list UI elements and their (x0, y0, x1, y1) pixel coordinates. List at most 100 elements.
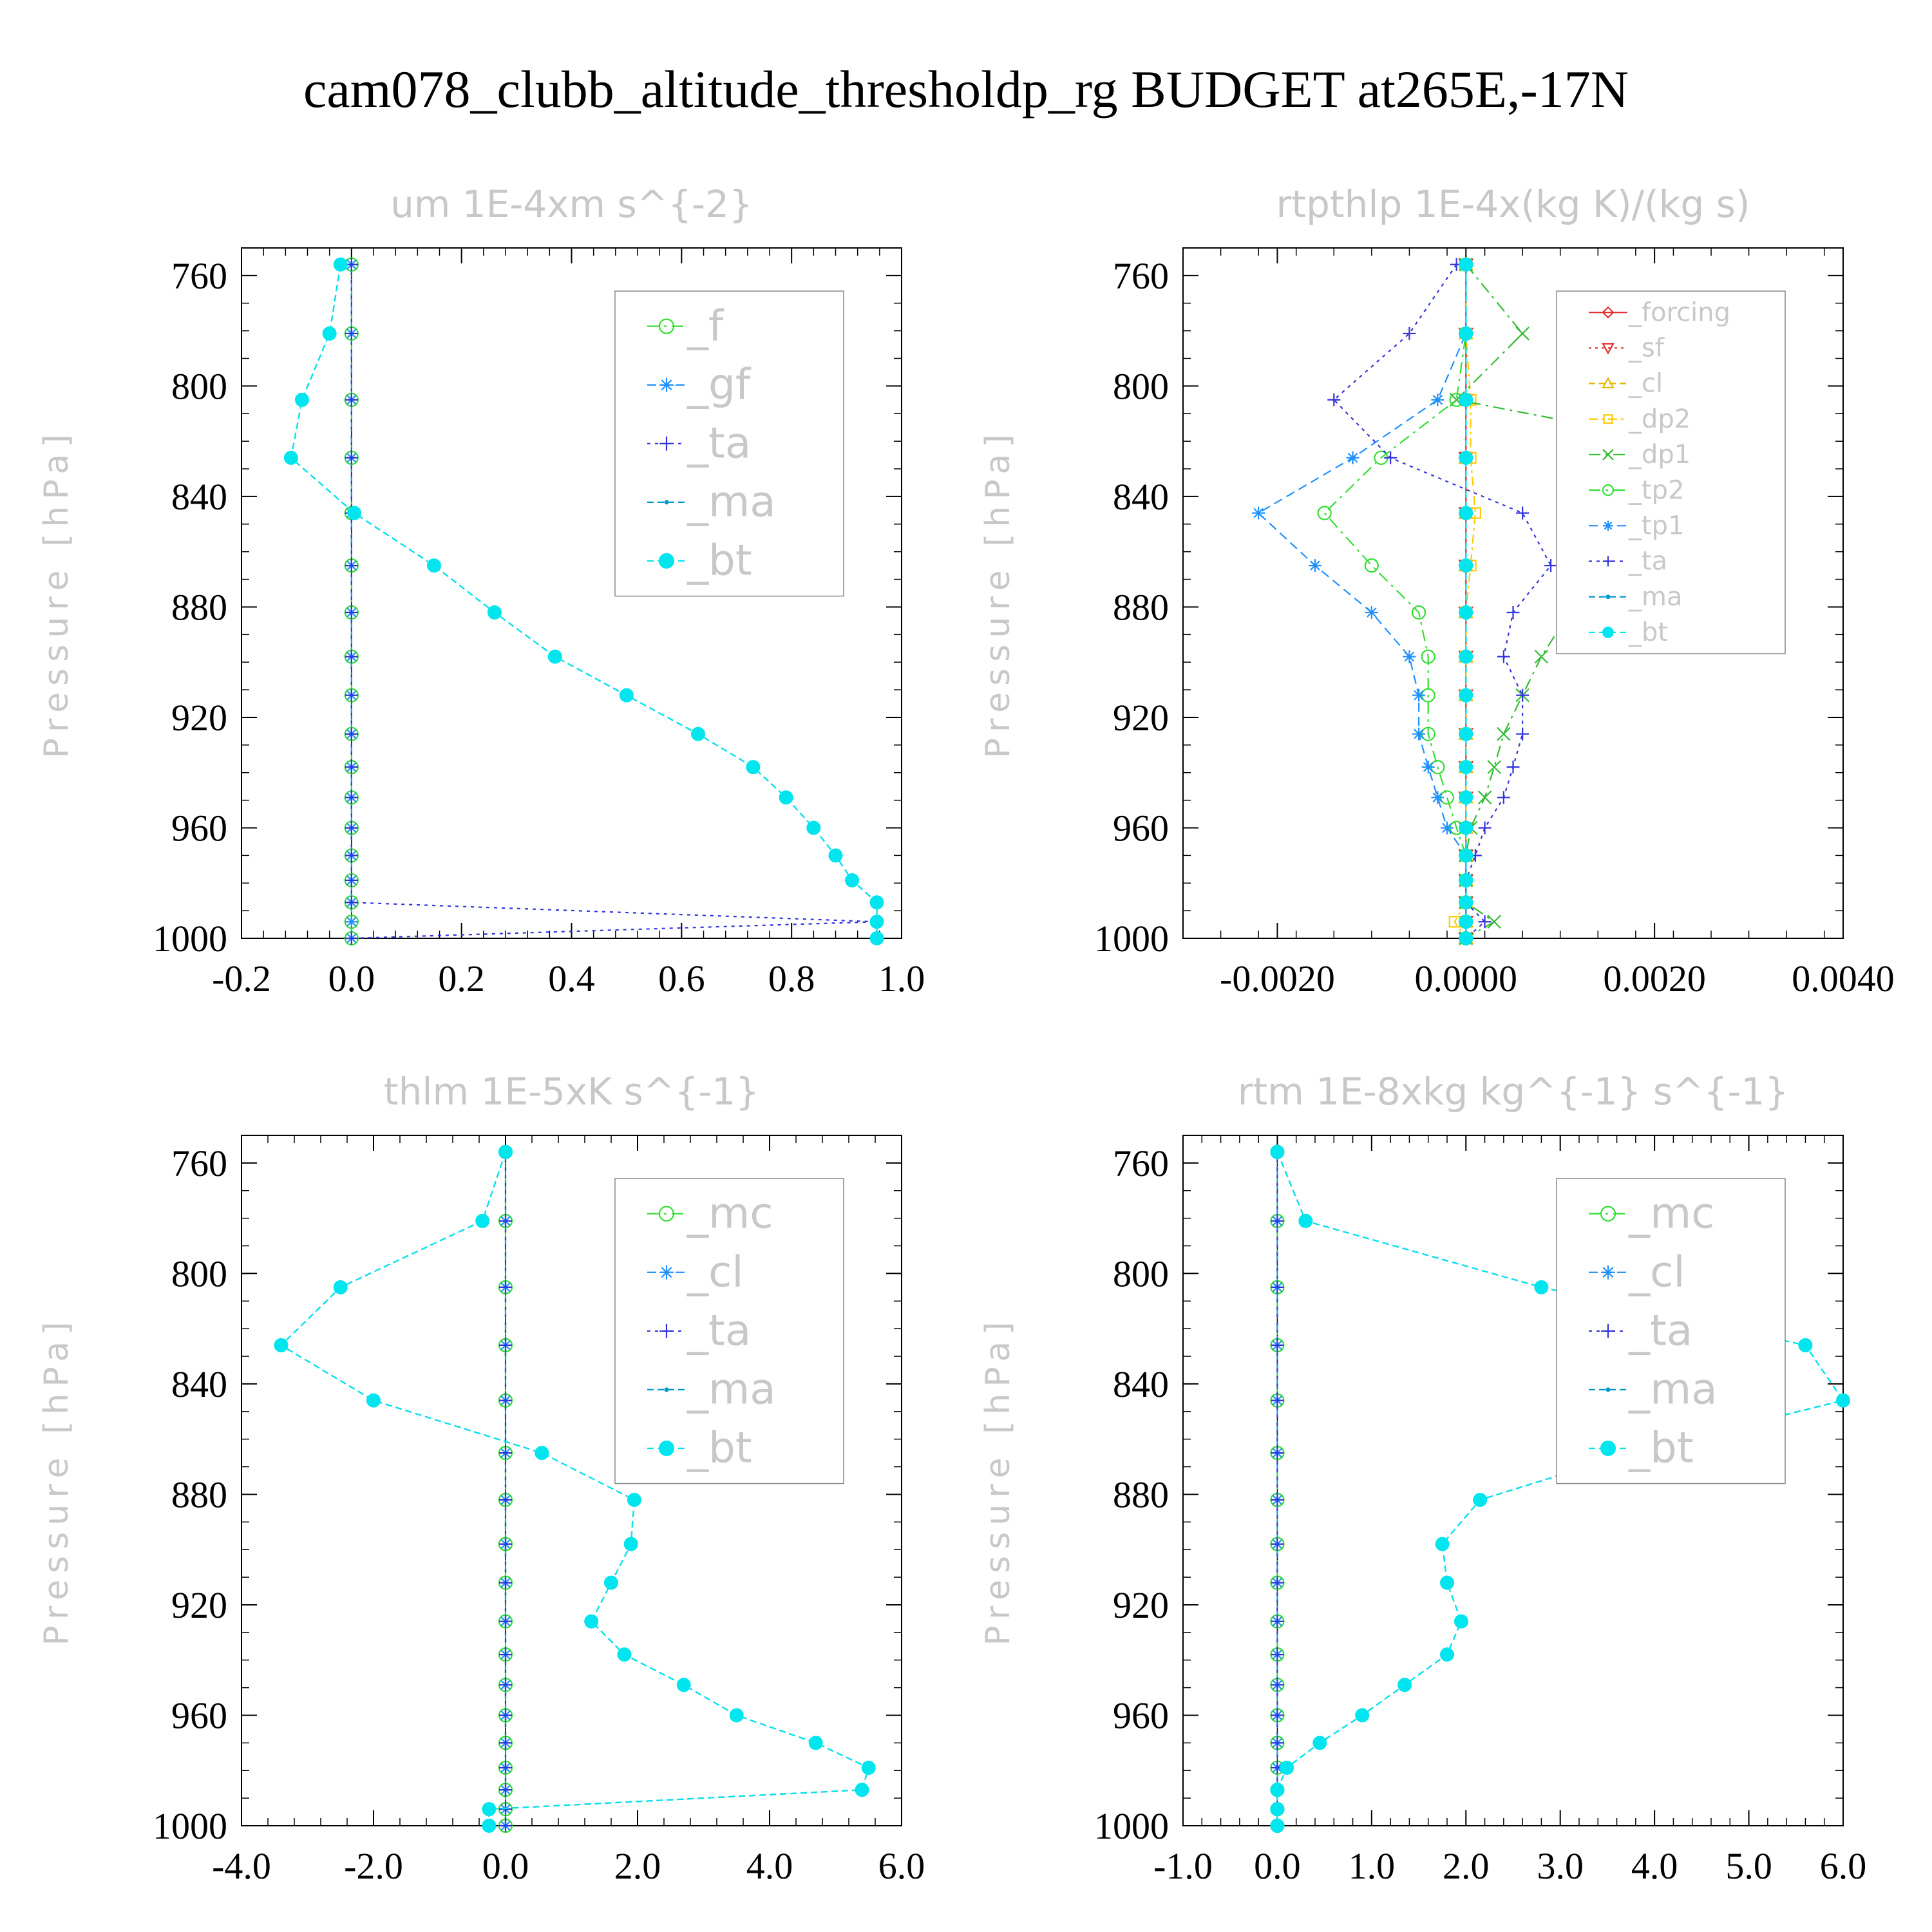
series-ta (1327, 258, 1558, 945)
legend-label: _ma (687, 1365, 776, 1414)
legend-entry: _bt (647, 536, 752, 585)
y-tick-label: 960 (1113, 1694, 1169, 1736)
data-point (1327, 393, 1341, 406)
legend-marker (1600, 1206, 1616, 1222)
legend-marker (1603, 520, 1613, 531)
x-tick-label: 0.0020 (1603, 958, 1706, 999)
legend-label: _ma (687, 477, 776, 527)
data-point (1271, 1394, 1284, 1407)
data-point (779, 790, 793, 805)
data-point (345, 873, 358, 887)
x-tick-label: 0.0 (328, 958, 375, 999)
data-point (1516, 688, 1530, 702)
legend: _mc _cl _ta _ma _bt (1556, 1178, 1786, 1484)
data-point (1270, 1144, 1285, 1159)
series-line (1332, 264, 1552, 939)
legend-marker (659, 377, 674, 392)
data-point (1459, 649, 1473, 664)
data-point (1271, 1709, 1284, 1722)
legend-box (1556, 1178, 1786, 1484)
legend-label: _bt (1628, 618, 1668, 647)
data-point (1440, 1647, 1454, 1662)
series-line (290, 264, 878, 938)
data-point (487, 605, 502, 620)
legend-label: _forcing (1628, 298, 1730, 327)
y-tick-label: 800 (1113, 1253, 1169, 1294)
legend-label: _ta (687, 1306, 751, 1356)
legend-entry: _f (647, 301, 724, 350)
plot-frame (1182, 247, 1844, 939)
data-point (1271, 1678, 1284, 1692)
data-point (1440, 1575, 1454, 1590)
series-bt (1459, 257, 1473, 945)
panel-title: thlm 1E-5xK s^{-1} (384, 1070, 759, 1113)
y-tick-label: 1000 (1094, 1805, 1169, 1847)
y-tick-label: 1000 (153, 918, 227, 960)
data-point (499, 1280, 512, 1294)
y-tick-label: 920 (1113, 1584, 1169, 1626)
y-tick-label: 920 (171, 1584, 227, 1626)
plot-frame (1182, 1135, 1844, 1826)
panel-thlm: thlm 1E-5xK s^{-1} Pressure [hPa] -4.0 -2.0… (37, 1070, 925, 1887)
x-tick-label: 5.0 (1725, 1845, 1772, 1887)
legend-entry: _bt (647, 1423, 752, 1473)
data-point (322, 326, 337, 341)
y-tick-label: 960 (171, 1694, 227, 1736)
x-tick-label: 3.0 (1537, 1845, 1584, 1887)
y-tick-label: 960 (1113, 807, 1169, 849)
legend-entry: _ma (647, 477, 776, 527)
x-tick-label: 0.6 (658, 958, 705, 999)
panel-title: rtpthlp 1E-4x(kg K)/(kg s) (1276, 182, 1750, 226)
legend-entry: _mc (647, 1188, 773, 1238)
data-point (806, 820, 821, 835)
x-tick-label: -1.0 (1153, 1845, 1213, 1887)
panel-um: um 1E-4xm s^{-2} Pressure [hPa] -0.2 0.0 0.2… (37, 182, 925, 999)
y-tick-label: 760 (1113, 1142, 1169, 1184)
y-tick-label: 760 (171, 255, 227, 297)
y-tick-label: 920 (171, 697, 227, 739)
legend-label: _ta (1628, 1306, 1692, 1356)
legend-label: _dp1 (1628, 440, 1690, 469)
data-point (1312, 1736, 1327, 1750)
legend-entry: _cl (1589, 369, 1663, 399)
data-point (499, 1819, 512, 1832)
data-point (345, 606, 358, 620)
data-point (1454, 1614, 1468, 1629)
data-point (499, 1214, 512, 1227)
data-point (482, 1819, 497, 1833)
legend-entry: _ta (647, 1306, 751, 1356)
y-tick-label: 840 (1113, 1363, 1169, 1405)
data-point (1270, 1802, 1285, 1817)
legend-marker (1602, 377, 1615, 389)
y-tick-label: 800 (171, 1253, 227, 1294)
legend-label: _bt (1628, 1423, 1694, 1473)
data-point (1252, 506, 1265, 520)
data-point (499, 1761, 512, 1774)
legend-entry: _bt (1589, 1423, 1694, 1473)
data-point (499, 1338, 512, 1352)
series-line (1257, 264, 1467, 938)
legend-marker (1602, 306, 1615, 319)
data-point (1298, 1213, 1313, 1228)
y-axis-label: Pressure [hPa] (979, 428, 1018, 759)
data-point (808, 1736, 823, 1750)
x-tick-label: 0.8 (768, 958, 815, 999)
data-point (1459, 820, 1473, 835)
legend-entry: _gf (647, 360, 752, 410)
legend-label: _cl (687, 1247, 744, 1297)
data-point (1459, 848, 1473, 863)
data-point (345, 791, 358, 804)
y-tick-label: 760 (171, 1142, 227, 1184)
legend-label: _tp1 (1628, 511, 1685, 541)
data-point (1497, 726, 1511, 741)
data-point (283, 450, 298, 465)
data-point (690, 726, 705, 741)
legend-label: _ta (687, 419, 751, 468)
data-point (345, 559, 358, 573)
legend-marker (1600, 1440, 1616, 1457)
data-point (1459, 326, 1473, 341)
legend-label: _tp2 (1628, 475, 1685, 505)
data-point (1411, 605, 1426, 620)
data-point (1459, 895, 1473, 910)
x-tick-label: -0.2 (212, 958, 271, 999)
